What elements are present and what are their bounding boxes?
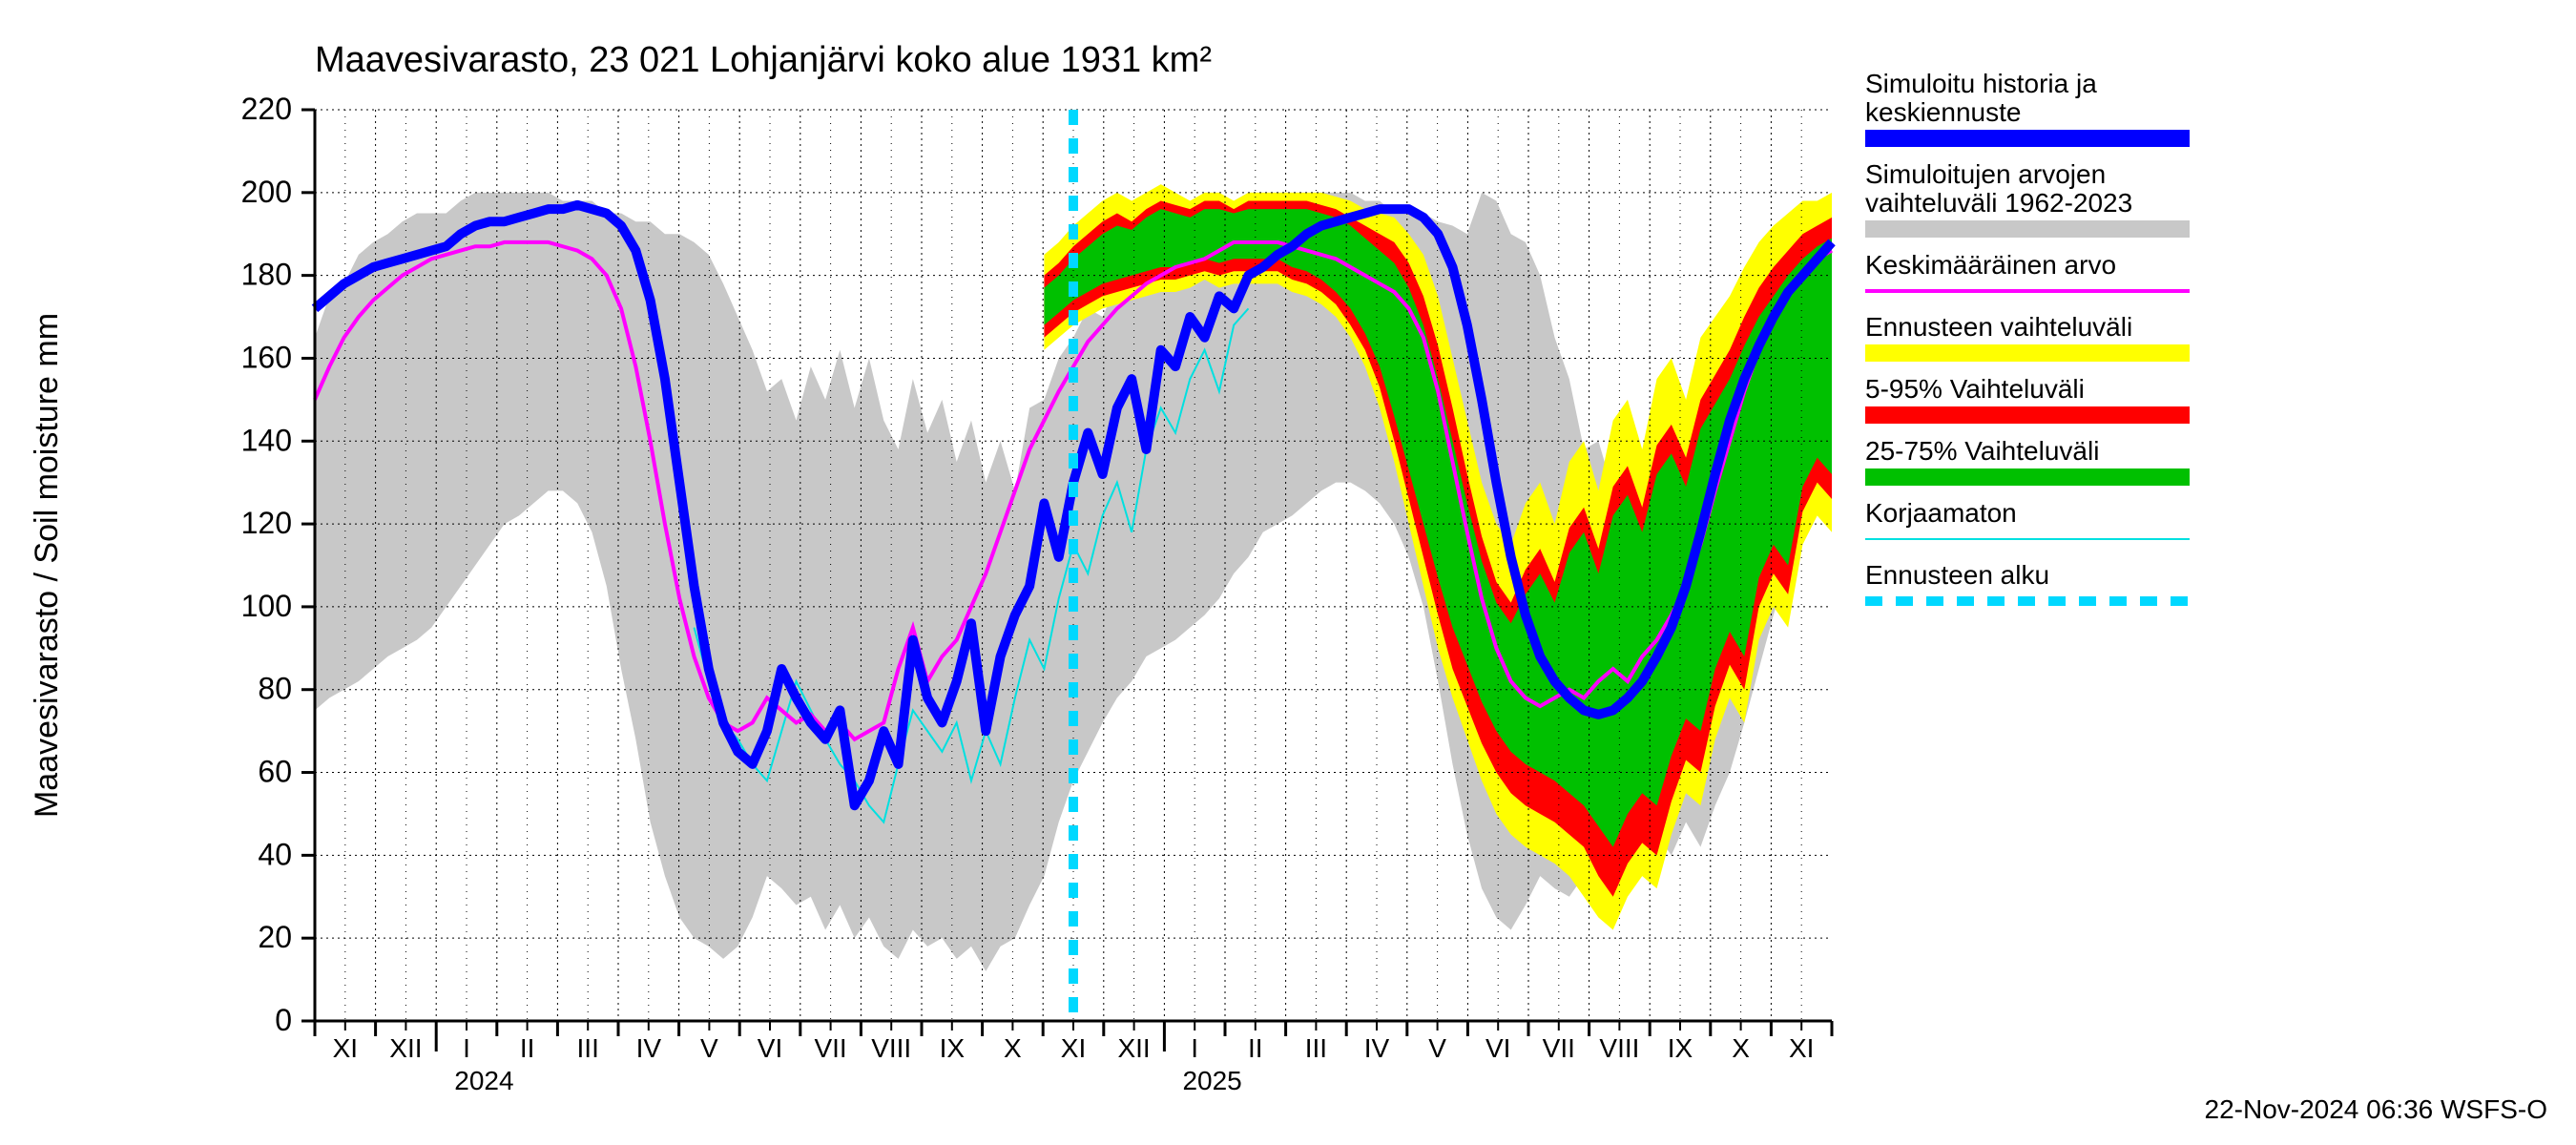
y-tick-label: 100 xyxy=(241,589,292,623)
x-month-label: XI xyxy=(1061,1033,1086,1063)
x-month-label: VII xyxy=(1543,1033,1575,1063)
legend-label: vaihteluväli 1962-2023 xyxy=(1865,188,2132,218)
x-month-label: IV xyxy=(1364,1033,1390,1063)
x-month-label: XI xyxy=(1789,1033,1814,1063)
x-month-label: VI xyxy=(1485,1033,1510,1063)
legend-label: Simuloitujen arvojen xyxy=(1865,159,2106,189)
legend-label: Simuloitu historia ja xyxy=(1865,69,2097,98)
y-tick-label: 0 xyxy=(275,1003,292,1037)
legend-label: Ennusteen vaihteluväli xyxy=(1865,312,2132,342)
y-tick-label: 40 xyxy=(258,837,292,871)
y-tick-label: 140 xyxy=(241,423,292,457)
x-month-label: V xyxy=(700,1033,718,1063)
x-month-label: III xyxy=(1305,1033,1327,1063)
legend-label: 25-75% Vaihteluväli xyxy=(1865,436,2099,466)
x-month-label: V xyxy=(1428,1033,1446,1063)
chart-footer: 22-Nov-2024 06:36 WSFS-O xyxy=(2205,1094,2548,1124)
chart-title: Maavesivarasto, 23 021 Lohjanjärvi koko … xyxy=(315,40,1212,80)
y-tick-label: 220 xyxy=(241,92,292,126)
y-axis-label: Maavesivarasto / Soil moisture mm xyxy=(29,313,65,818)
x-month-label: XI xyxy=(333,1033,358,1063)
x-month-label: II xyxy=(1248,1033,1263,1063)
legend-label: Keskimääräinen arvo xyxy=(1865,250,2116,280)
x-month-label: II xyxy=(520,1033,535,1063)
y-tick-label: 60 xyxy=(258,755,292,789)
x-year-label: 2024 xyxy=(454,1066,513,1095)
x-month-label: I xyxy=(1191,1033,1198,1063)
x-month-label: IX xyxy=(940,1033,966,1063)
x-month-label: VII xyxy=(814,1033,846,1063)
x-month-label: XII xyxy=(389,1033,422,1063)
x-month-label: IV xyxy=(636,1033,662,1063)
legend-label: keskiennuste xyxy=(1865,97,2021,127)
x-month-label: IX xyxy=(1668,1033,1693,1063)
x-month-label: VIII xyxy=(1599,1033,1639,1063)
y-tick-label: 160 xyxy=(241,340,292,374)
chart-container: 020406080100120140160180200220XIXIIIIIII… xyxy=(0,0,2576,1145)
x-year-label: 2025 xyxy=(1182,1066,1241,1095)
x-month-label: VI xyxy=(758,1033,782,1063)
x-month-label: X xyxy=(1732,1033,1750,1063)
soil-moisture-chart: 020406080100120140160180200220XIXIIIIIII… xyxy=(0,0,2576,1145)
y-tick-label: 200 xyxy=(241,175,292,209)
legend-label: Korjaamaton xyxy=(1865,498,2017,528)
y-tick-label: 20 xyxy=(258,920,292,954)
x-month-label: III xyxy=(577,1033,599,1063)
y-tick-label: 180 xyxy=(241,258,292,292)
y-tick-label: 80 xyxy=(258,672,292,706)
x-month-label: VIII xyxy=(871,1033,911,1063)
x-month-label: XII xyxy=(1117,1033,1150,1063)
legend-label: 5-95% Vaihteluväli xyxy=(1865,374,2085,404)
y-tick-label: 120 xyxy=(241,506,292,540)
x-month-label: I xyxy=(463,1033,470,1063)
legend-label: Ennusteen alku xyxy=(1865,560,2049,590)
x-month-label: X xyxy=(1004,1033,1022,1063)
